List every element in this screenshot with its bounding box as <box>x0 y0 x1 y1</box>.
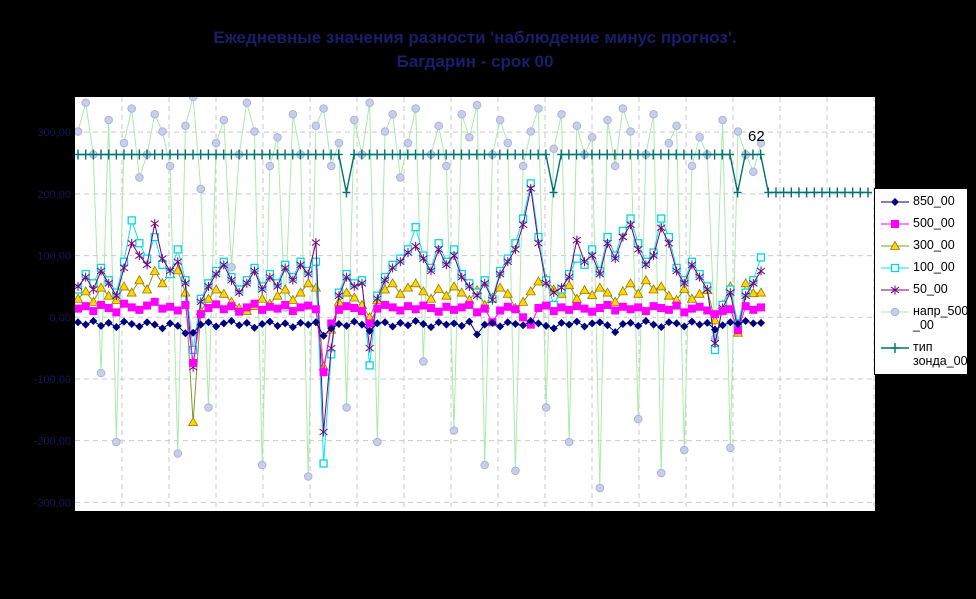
y-tick-label: 300,00 <box>37 127 71 139</box>
legend-label: 300_00 <box>913 238 955 252</box>
y-axis-labels: 300,00 200,00 100,00 0,00 -100,00 -200,00 -300… <box>34 127 71 509</box>
series-500_00 <box>75 297 765 377</box>
legend-entry-тип зонда_00: тип зонда_00 <box>880 340 968 368</box>
square-legend-marker-icon <box>881 220 909 228</box>
triangle-legend-marker-icon <box>881 240 909 250</box>
open-square-legend-marker-icon <box>881 263 909 273</box>
legend-label: напр_500 _00 <box>913 304 969 332</box>
y-tick-label: -200,00 <box>34 436 71 448</box>
y-tick-label: -100,00 <box>34 374 71 386</box>
y-tick-label: 100,00 <box>37 251 71 263</box>
chart-title: Ежедневные значения разности 'наблюдение… <box>0 26 950 74</box>
chart-title-line1: Ежедневные значения разности 'наблюдение… <box>213 28 737 47</box>
legend-entry-напр_500_00: напр_500 _00 <box>880 304 968 332</box>
legend-label: 100_00 <box>913 260 955 274</box>
legend-entry-300_00: 300_00 <box>880 238 964 252</box>
chart-title-line2: Багдарин - срок 00 <box>396 52 554 71</box>
plot-background <box>75 97 875 511</box>
legend-entry-500_00: 500_00 <box>880 216 964 230</box>
legend-label: 850_00 <box>913 194 955 208</box>
y-tick-label: 0,00 <box>50 312 71 324</box>
plus-legend-marker-icon <box>881 343 909 353</box>
legend: 850_00 500_00 300_00 100_00 50_00 напр_500 _0… <box>874 188 968 375</box>
y-tick-label: 200,00 <box>37 189 71 201</box>
y-tick-label: -300,00 <box>34 497 71 509</box>
gridlines <box>75 97 875 511</box>
legend-label: тип зонда_00 <box>913 340 968 368</box>
circle-legend-marker-icon <box>881 307 909 317</box>
legend-label: 50_00 <box>913 282 948 296</box>
legend-entry-100_00: 100_00 <box>880 260 964 274</box>
legend-entry-850_00: 850_00 <box>880 194 964 208</box>
series-напр_500_00 <box>75 97 766 493</box>
series-тип зонда_00 <box>75 149 872 198</box>
legend-label: 500_00 <box>913 216 955 230</box>
legend-entry-50_00: 50_00 <box>880 282 964 296</box>
sonde-type-annotation: 62 <box>748 128 765 145</box>
series-850_00 <box>75 316 765 340</box>
diamond-legend-marker-icon <box>881 198 909 206</box>
asterisk-legend-marker-icon <box>881 285 909 295</box>
series-50_00 <box>75 183 766 437</box>
